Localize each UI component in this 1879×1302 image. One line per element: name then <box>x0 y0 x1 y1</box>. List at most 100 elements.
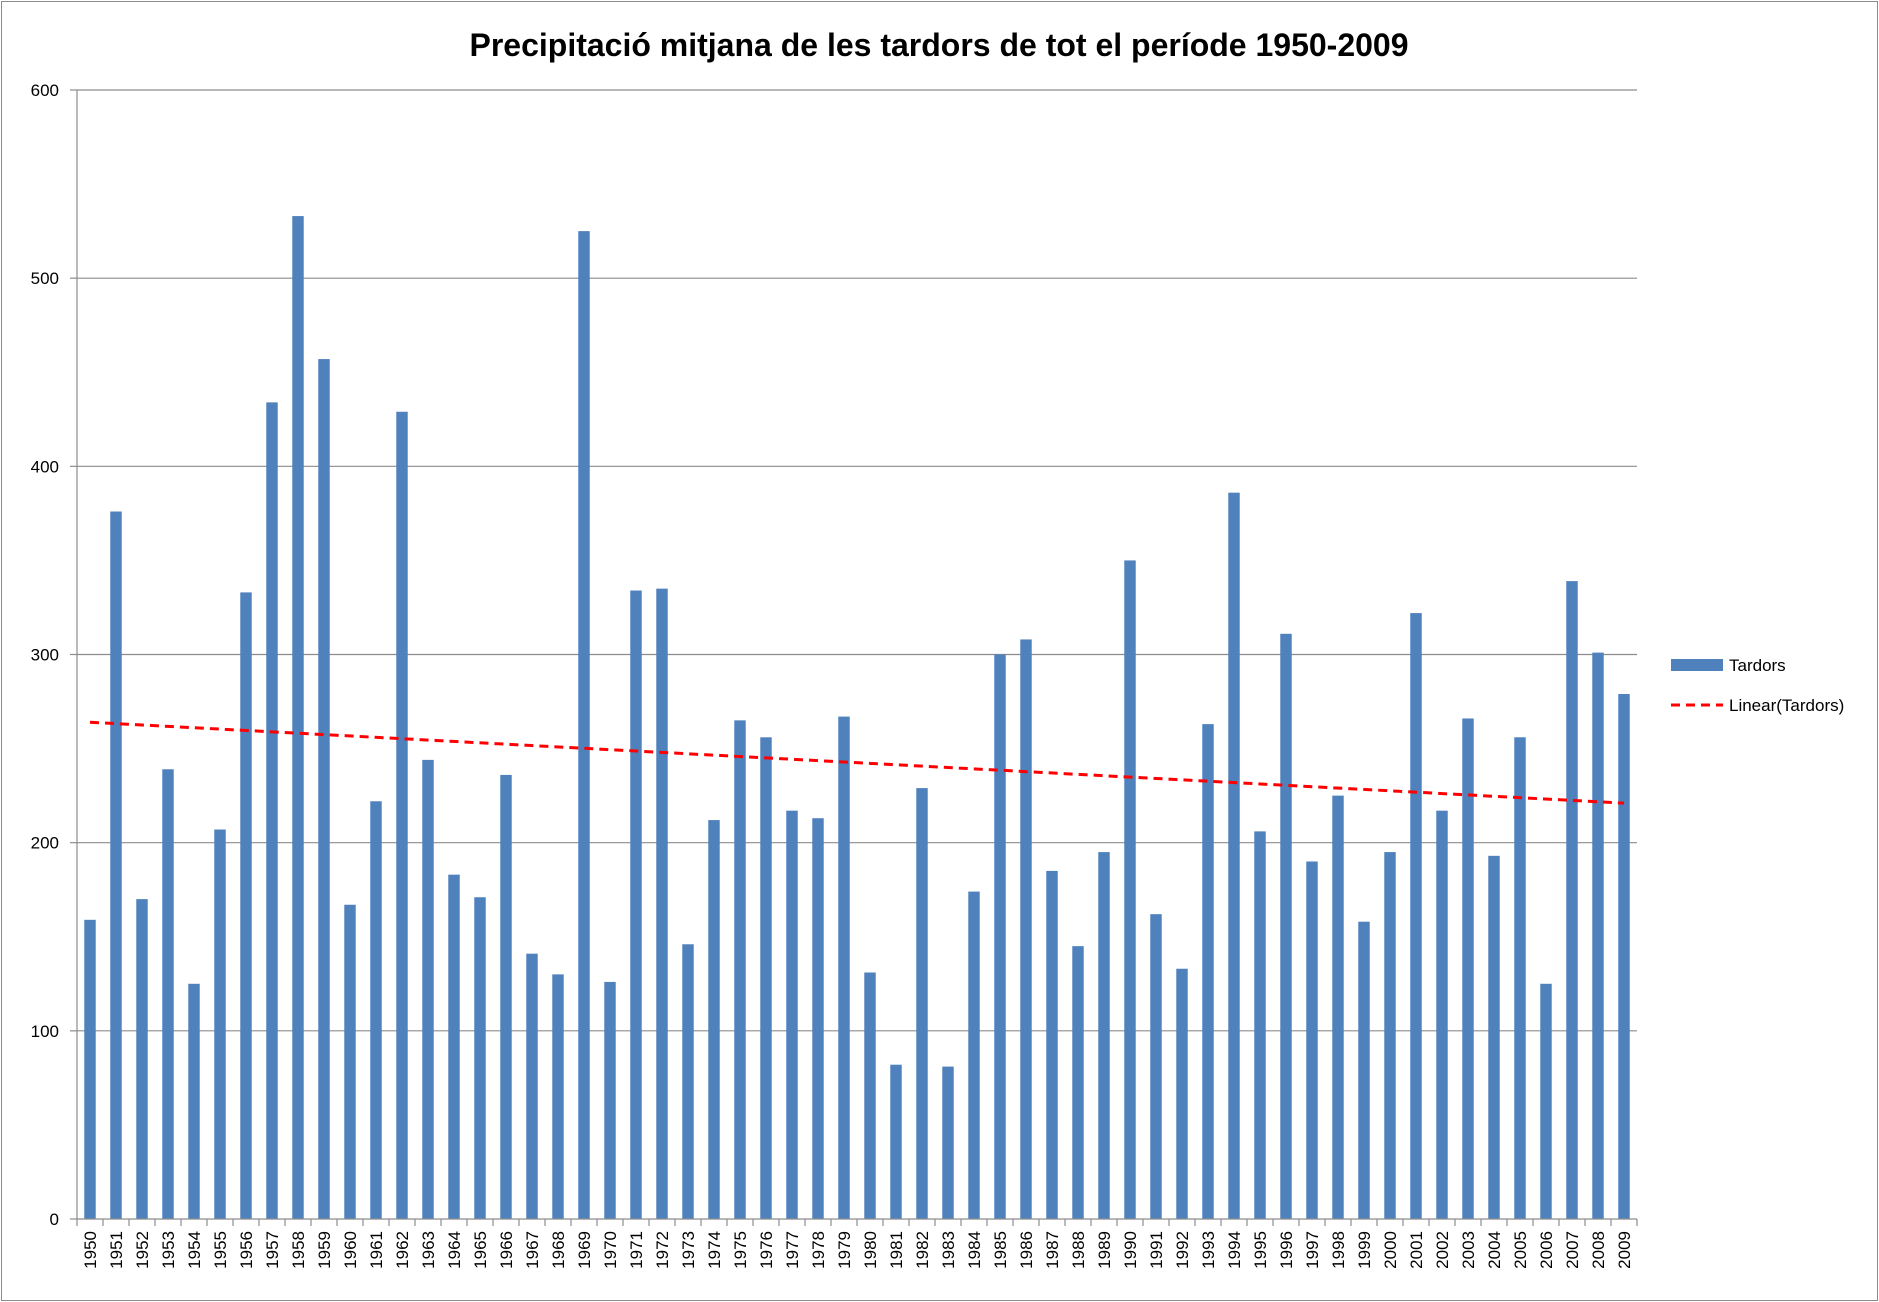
bar-1995 <box>1254 831 1266 1219</box>
y-tick-label: 500 <box>31 269 59 288</box>
x-tick-label: 1978 <box>809 1231 828 1269</box>
bar-2005 <box>1514 737 1526 1219</box>
bar-series <box>84 216 1630 1220</box>
x-tick-label: 2004 <box>1485 1231 1504 1269</box>
x-tick-label: 1957 <box>263 1231 282 1269</box>
bar-1974 <box>708 820 720 1219</box>
x-tick-label: 1950 <box>81 1231 100 1269</box>
x-tick-label: 2007 <box>1563 1231 1582 1269</box>
bar-1963 <box>422 759 434 1219</box>
bar-1954 <box>188 983 200 1219</box>
x-tick-label: 1996 <box>1277 1231 1296 1269</box>
x-tick-label: 1987 <box>1043 1231 1062 1269</box>
bar-1994 <box>1228 492 1240 1220</box>
bar-1982 <box>916 788 928 1219</box>
bar-2004 <box>1488 855 1500 1219</box>
bar-2003 <box>1462 718 1474 1219</box>
bar-1964 <box>448 874 460 1219</box>
bar-2008 <box>1592 652 1604 1219</box>
bar-1968 <box>552 974 564 1219</box>
x-tick-label: 1970 <box>601 1231 620 1269</box>
bar-1957 <box>266 402 278 1219</box>
bar-1976 <box>760 737 772 1219</box>
x-tick-label: 1992 <box>1173 1231 1192 1269</box>
bar-1970 <box>604 981 616 1219</box>
bar-1992 <box>1176 968 1188 1219</box>
y-tick-label: 200 <box>31 834 59 853</box>
bar-1984 <box>968 891 980 1219</box>
bar-1951 <box>110 511 122 1219</box>
x-tick-label: 1991 <box>1147 1231 1166 1269</box>
bar-1990 <box>1124 560 1136 1219</box>
bar-1971 <box>630 590 642 1219</box>
x-tick-label: 1981 <box>887 1231 906 1269</box>
x-axis: 1950 1951 1952 1953 1954 1955 1956 1957 1958 1959… <box>76 1218 1638 1269</box>
x-tick-label: 1951 <box>107 1231 126 1269</box>
bar-2006 <box>1540 983 1552 1219</box>
trendline <box>89 720 1625 805</box>
x-tick-label: 1995 <box>1251 1231 1270 1269</box>
bar-1975 <box>734 720 746 1219</box>
bar-1983 <box>942 1066 954 1219</box>
x-tick-label: 1958 <box>289 1231 308 1269</box>
x-tick-label: 1999 <box>1355 1231 1374 1269</box>
bar-1973 <box>682 944 694 1219</box>
x-tick-label: 1989 <box>1095 1231 1114 1269</box>
x-tick-label: 1959 <box>315 1231 334 1269</box>
bar-1991 <box>1150 914 1162 1219</box>
x-tick-label: 1969 <box>575 1231 594 1269</box>
x-tick-label: 1963 <box>419 1231 438 1269</box>
x-tick-label: 1961 <box>367 1231 386 1269</box>
x-tick-label: 1968 <box>549 1231 568 1269</box>
x-tick-label: 1986 <box>1017 1231 1036 1269</box>
x-tick-label: 2002 <box>1433 1231 1452 1269</box>
x-tick-label: 2008 <box>1589 1231 1608 1269</box>
bar-1958 <box>292 216 304 1220</box>
x-tick-label: 2006 <box>1537 1231 1556 1269</box>
bar-1967 <box>526 953 538 1219</box>
x-tick-label: 1956 <box>237 1231 256 1269</box>
x-tick-label: 1994 <box>1225 1231 1244 1269</box>
x-tick-label: 1984 <box>965 1231 984 1269</box>
x-tick-label: 2003 <box>1459 1231 1478 1269</box>
bar-2007 <box>1566 581 1578 1219</box>
bar-1998 <box>1332 795 1344 1219</box>
x-tick-label: 1953 <box>159 1231 178 1269</box>
x-tick-label: 1967 <box>523 1231 542 1269</box>
bar-1977 <box>786 810 798 1219</box>
x-tick-label: 1955 <box>211 1231 230 1269</box>
x-tick-label: 1982 <box>913 1231 932 1269</box>
y-tick-label: 400 <box>31 457 59 476</box>
legend-swatch-tardors <box>1671 659 1723 671</box>
x-tick-label: 1966 <box>497 1231 516 1269</box>
bar-1996 <box>1280 633 1292 1219</box>
bar-1999 <box>1358 921 1370 1219</box>
x-tick-label: 1998 <box>1329 1231 1348 1269</box>
bar-1966 <box>500 774 512 1219</box>
x-tick-label: 1983 <box>939 1231 958 1269</box>
x-tick-label: 1985 <box>991 1231 1010 1269</box>
bar-1959 <box>318 359 330 1219</box>
bar-1960 <box>344 904 356 1219</box>
bar-1981 <box>890 1064 902 1219</box>
bar-1979 <box>838 716 850 1219</box>
x-tick-label: 1962 <box>393 1231 412 1269</box>
bar-1987 <box>1046 870 1058 1219</box>
x-tick-label: 1952 <box>133 1231 152 1269</box>
bar-1950 <box>84 919 96 1219</box>
x-tick-label: 1979 <box>835 1231 854 1269</box>
x-tick-label: 1973 <box>679 1231 698 1269</box>
x-tick-label: 2009 <box>1615 1231 1634 1269</box>
chart-title: Precipitació mitjana de les tardors de t… <box>469 27 1408 63</box>
bar-1969 <box>578 231 590 1219</box>
y-tick-label: 600 <box>31 81 59 100</box>
bar-2009 <box>1618 694 1630 1219</box>
y-tick-label: 300 <box>31 646 59 665</box>
bar-1952 <box>136 899 148 1219</box>
x-tick-label: 1997 <box>1303 1231 1322 1269</box>
legend-label-trendline: Linear(Tardors) <box>1729 696 1844 715</box>
bar-2000 <box>1384 852 1396 1219</box>
bar-1956 <box>240 592 252 1219</box>
